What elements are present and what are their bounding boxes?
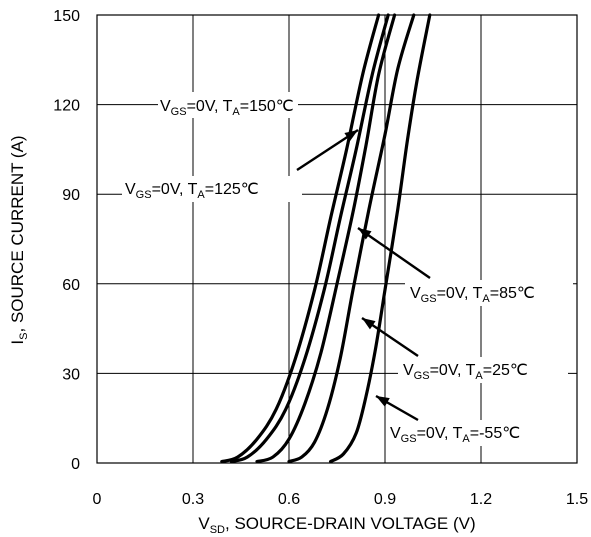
y-tick-label: 90 <box>62 187 80 204</box>
y-tick-label: 120 <box>53 98 80 115</box>
annotation-85: VGS=0V, TA=85℃ <box>357 227 573 306</box>
annotation-25: VGS=0V, TA=25℃ <box>361 317 568 383</box>
series-line-2 <box>255 13 397 464</box>
y-tick-label: 30 <box>62 366 80 383</box>
y-axis-label: IS, SOURCE CURRENT (A) <box>8 135 30 344</box>
x-tick-label: 0.6 <box>278 491 300 508</box>
arrow-head <box>344 130 358 142</box>
x-tick-label: 0.3 <box>182 491 204 508</box>
y-tick-labels: 0 30 60 90 120 150 <box>53 8 80 473</box>
y-tick-label: 0 <box>71 456 80 473</box>
x-axis-label: VSD, SOURCE-DRAIN VOLTAGE (V) <box>198 514 475 536</box>
series-line-1 <box>229 13 390 464</box>
plot-frame <box>96 14 578 464</box>
svg-text:VGS=0V, TA=25℃: VGS=0V, TA=25℃ <box>403 362 528 382</box>
y-tick-label: 150 <box>53 8 80 25</box>
x-tick-label: 1.5 <box>566 491 588 508</box>
annotation-minus55: VGS=0V, TA=-55℃ <box>375 394 566 446</box>
svg-text:VGS=0V, TA=125℃: VGS=0V, TA=125℃ <box>125 181 259 201</box>
annotation-150: VGS=0V, TA=150℃ <box>158 92 359 172</box>
series-line-0 <box>220 13 381 464</box>
series-curves <box>220 13 432 464</box>
x-tick-label: 1.2 <box>470 491 492 508</box>
annotation-125: VGS=0V, TA=125℃ <box>122 176 302 202</box>
x-tick-label: 0.9 <box>374 491 396 508</box>
svg-text:VGS=0V, TA=150℃: VGS=0V, TA=150℃ <box>160 98 294 118</box>
y-tick-label: 60 <box>62 277 80 294</box>
series-line-3 <box>287 13 416 464</box>
svg-text:VGS=0V, TA=-55℃: VGS=0V, TA=-55℃ <box>390 425 520 445</box>
x-tick-label: 0 <box>93 491 102 508</box>
x-tick-labels: 0 0.3 0.6 0.9 1.2 1.5 <box>93 491 589 508</box>
series-line-4 <box>329 13 432 464</box>
arrow-head <box>376 396 390 407</box>
svg-text:VGS=0V, TA=85℃: VGS=0V, TA=85℃ <box>410 285 535 305</box>
arrow-head <box>358 228 372 240</box>
arrow-head <box>362 318 376 330</box>
